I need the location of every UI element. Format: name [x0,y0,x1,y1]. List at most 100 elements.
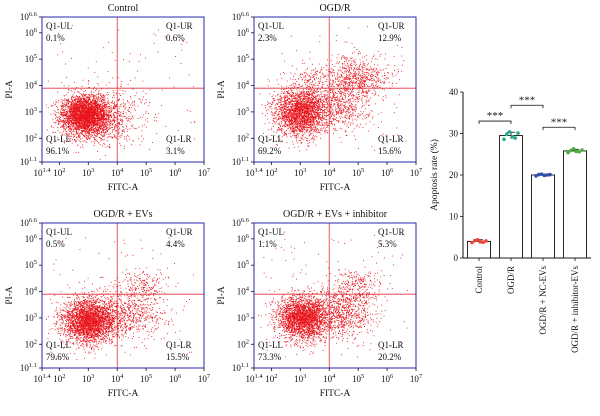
scatter-point [94,134,95,135]
scatter-point [331,116,332,117]
scatter-point [278,102,279,103]
scatter-point [84,111,85,112]
scatter-point [71,129,72,130]
scatter-point [88,113,89,114]
scatter-point [65,121,66,122]
scatter-point [82,107,83,108]
scatter-point [293,127,294,128]
scatter-point [127,141,128,142]
scatter-point [90,137,91,138]
scatter-point [93,130,94,131]
scatter-point [80,147,81,148]
scatter-point [107,140,108,141]
scatter-point [104,108,105,109]
scatter-point [119,108,120,109]
scatter-point [73,134,74,135]
scatter-point [281,105,282,106]
scatter-point [89,115,90,116]
scatter-point [60,121,61,122]
scatter-point [72,96,73,97]
scatter-point [316,130,317,131]
scatter-point [323,106,324,107]
scatter-point [106,129,107,130]
scatter-point [71,58,72,59]
scatter-point [294,109,295,110]
scatter-point [75,120,76,121]
scatter-point [130,105,131,106]
scatter-point [323,99,324,100]
scatter-point [122,126,123,127]
scatter-point [181,44,182,45]
scatter-point [91,124,92,125]
scatter-point [125,103,126,104]
scatter-point [99,130,100,131]
scatter-point [77,103,78,104]
scatter-point [58,124,59,125]
scatter-point [68,126,69,127]
scatter-point [108,112,109,113]
scatter-point [48,81,49,82]
scatter-point [106,118,107,119]
scatter-point [77,129,78,130]
scatter-point [58,113,59,114]
scatter-point [89,134,90,135]
scatter-point [100,99,101,100]
scatter-point [90,109,91,110]
scatter-point [320,106,321,107]
scatter-point [87,115,88,116]
scatter-point [285,109,286,110]
scatter-point [132,125,133,126]
scatter-point [90,120,91,121]
scatter-point [113,115,114,116]
scatter-point [99,127,100,128]
scatter-point [104,116,105,117]
scatter-point [77,122,78,123]
scatter-point [96,61,97,62]
scatter-point [116,138,117,139]
scatter-point [302,127,303,128]
scatter-point [106,127,107,128]
scatter-point [55,132,56,133]
scatter-point [57,119,58,120]
scatter-point [62,112,63,113]
scatter-point [98,104,99,105]
scatter-point [91,119,92,120]
scatter-point [275,109,276,110]
scatter-point [273,126,274,127]
scatter-point [120,120,121,121]
scatter-point [108,124,109,125]
scatter-point [109,82,110,83]
scatter-point [76,137,77,138]
scatter-point [93,111,94,112]
scatter-point [98,97,99,98]
scatter-point [105,125,106,126]
scatter-point [143,91,144,92]
scatter-point [102,117,103,118]
scatter-point [103,143,104,144]
scatter-point [110,125,111,126]
scatter-point [92,127,93,128]
scatter-point [65,131,66,132]
scatter-point [90,115,91,116]
scatter-point [114,97,115,98]
scatter-point [137,71,138,72]
scatter-point [81,99,82,100]
scatter-point [102,124,103,125]
scatter-point [285,108,286,109]
scatter-point [284,125,285,126]
scatter-point [61,99,62,100]
scatter-point [56,102,57,103]
scatter-point [115,137,116,138]
scatter-point [73,102,74,103]
scatter-point [105,106,106,107]
scatter-point [100,109,101,110]
scatter-point [121,121,122,122]
scatter-point [85,98,86,99]
scatter-point [156,133,157,134]
scatter-point [87,108,88,109]
scatter-point [125,107,126,108]
scatter-point [109,122,110,123]
scatter-point [119,106,120,107]
scatter-point [68,116,69,117]
scatter-point [89,128,90,129]
